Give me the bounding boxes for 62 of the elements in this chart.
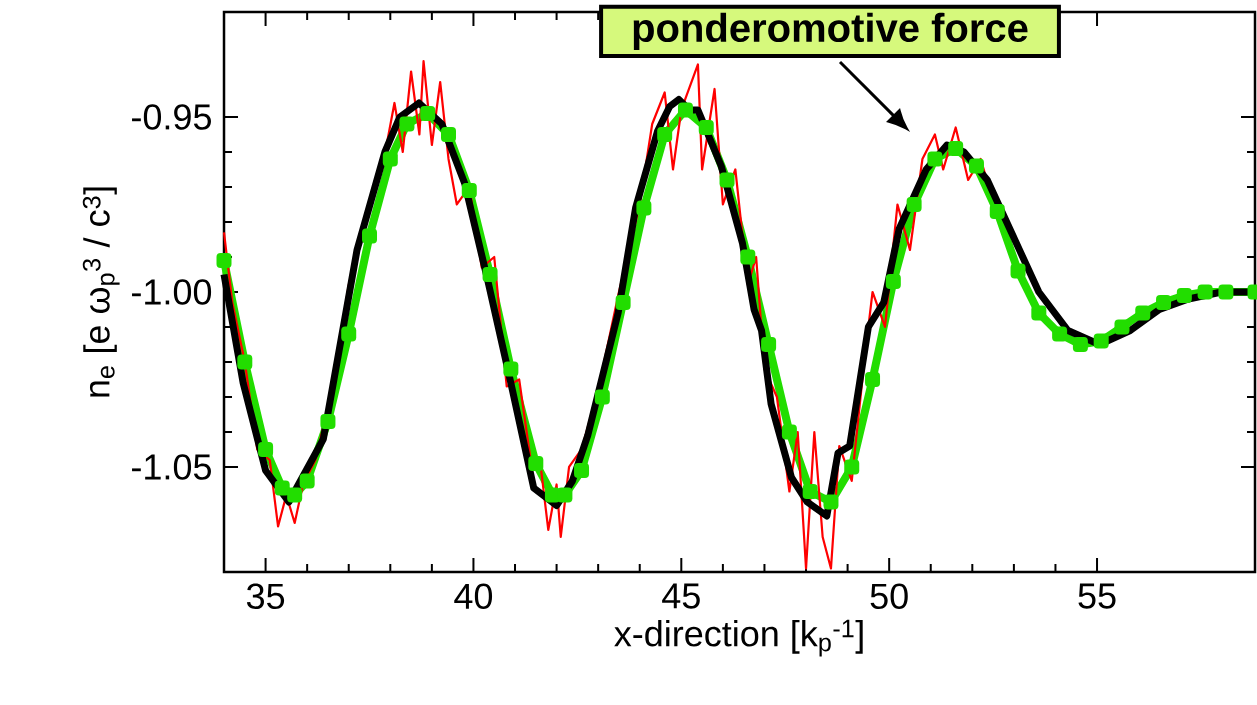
point bbox=[865, 371, 881, 387]
point bbox=[906, 196, 922, 212]
point bbox=[299, 473, 315, 489]
point bbox=[636, 200, 652, 216]
point bbox=[399, 116, 415, 132]
point bbox=[698, 119, 714, 135]
point bbox=[503, 361, 519, 377]
x-tick-label: 50 bbox=[870, 583, 908, 609]
y-axis-title: n$_{e}$ [e ω$_{p}$$^{3}$ / c$^{3}$] bbox=[82, 187, 120, 397]
point bbox=[802, 483, 818, 499]
point bbox=[557, 487, 573, 503]
point bbox=[781, 424, 797, 440]
x-tick-label: 55 bbox=[1078, 583, 1116, 609]
point bbox=[237, 354, 253, 370]
point bbox=[761, 336, 777, 352]
point bbox=[1010, 263, 1026, 279]
point bbox=[1031, 305, 1047, 321]
point bbox=[287, 487, 303, 503]
point bbox=[989, 203, 1005, 219]
point bbox=[528, 455, 544, 471]
point bbox=[1197, 284, 1213, 300]
x-tick-label: 35 bbox=[246, 583, 285, 609]
point bbox=[1218, 284, 1234, 300]
point bbox=[574, 462, 590, 478]
point bbox=[274, 480, 290, 496]
x-axis-title: x-direction [k$_{p}$$^{-1}$] bbox=[614, 619, 863, 657]
point bbox=[719, 172, 735, 188]
point bbox=[927, 151, 943, 167]
point bbox=[948, 140, 964, 156]
point bbox=[1114, 319, 1130, 335]
point bbox=[885, 273, 901, 289]
point bbox=[1072, 336, 1088, 352]
annotation: ponderomotive force bbox=[633, 12, 1028, 50]
point bbox=[258, 441, 274, 457]
point bbox=[216, 252, 232, 268]
y-tick-label: -0.95 bbox=[132, 104, 211, 130]
x-tick-label: 40 bbox=[454, 583, 493, 609]
point bbox=[1176, 287, 1192, 303]
point bbox=[1135, 305, 1151, 321]
point bbox=[362, 228, 378, 244]
point bbox=[461, 182, 477, 198]
point bbox=[823, 494, 839, 510]
point bbox=[1052, 326, 1068, 342]
point bbox=[482, 266, 498, 282]
point bbox=[1093, 333, 1109, 349]
point bbox=[544, 487, 560, 503]
point bbox=[657, 126, 673, 142]
point bbox=[441, 126, 456, 142]
y-tick-label: -1.05 bbox=[132, 454, 211, 480]
point bbox=[594, 389, 610, 405]
y-tick-label: -1.00 bbox=[132, 279, 212, 305]
point bbox=[677, 102, 693, 118]
point bbox=[1156, 294, 1172, 310]
point bbox=[968, 158, 984, 174]
point bbox=[420, 105, 436, 121]
point bbox=[382, 151, 398, 167]
point bbox=[615, 294, 631, 310]
point bbox=[341, 326, 357, 342]
point bbox=[844, 459, 860, 475]
x-tick-label: 45 bbox=[662, 583, 700, 609]
point bbox=[740, 249, 756, 265]
point bbox=[320, 413, 336, 429]
